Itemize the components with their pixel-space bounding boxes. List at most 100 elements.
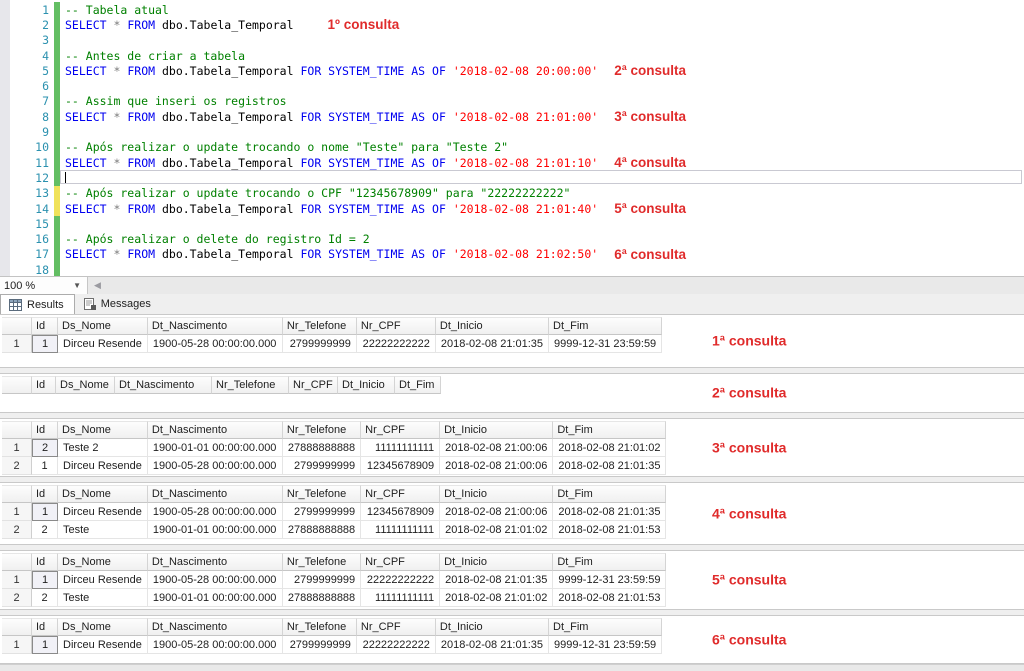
grid-cell[interactable]: 2018-02-08 21:01:02: [553, 439, 667, 457]
grid-cell[interactable]: 1: [32, 636, 58, 654]
column-header-nr_telefone[interactable]: Nr_Telefone: [282, 485, 362, 503]
grid-cell[interactable]: 2018-02-08 21:01:35: [435, 335, 550, 353]
row-header[interactable]: 1: [2, 335, 32, 353]
grid-cell[interactable]: 22222222222: [361, 571, 441, 589]
editor-line-15[interactable]: 15: [0, 216, 1024, 232]
grid-cell[interactable]: 27888888888: [282, 589, 362, 607]
grid-cell[interactable]: 2018-02-08 21:01:02: [440, 521, 554, 539]
column-header-dt_fim[interactable]: Dt_Fim: [395, 376, 441, 394]
column-header-ds_nome[interactable]: Ds_Nome: [58, 618, 148, 636]
grid-cell[interactable]: 2: [32, 439, 58, 457]
column-header-ds_nome[interactable]: Ds_Nome: [58, 485, 148, 503]
grid-cell[interactable]: 9999-12-31 23:59:59: [549, 335, 663, 353]
grid-cell[interactable]: 12345678909: [361, 457, 441, 475]
column-header-id[interactable]: Id: [32, 485, 58, 503]
column-header-nr_cpf[interactable]: Nr_CPF: [361, 553, 441, 571]
pane-separator[interactable]: [0, 545, 1024, 550]
grid-cell[interactable]: 2018-02-08 21:00:06: [440, 503, 554, 521]
editor-line-11[interactable]: 11 SELECT * FROM dbo.Tabela_Temporal FOR …: [0, 154, 1024, 171]
column-header-dt_fim[interactable]: Dt_Fim: [553, 421, 667, 439]
editor-line-5[interactable]: 5 SELECT * FROM dbo.Tabela_Temporal FOR S…: [0, 63, 1024, 79]
grid-cell[interactable]: Teste 2: [58, 439, 148, 457]
pane-separator[interactable]: [0, 368, 1024, 373]
column-header-id[interactable]: Id: [32, 421, 58, 439]
grid-cell[interactable]: 22222222222: [356, 636, 436, 654]
grid-corner-cell[interactable]: [2, 485, 32, 503]
column-header-ds_nome[interactable]: Ds_Nome: [58, 421, 148, 439]
grid-cell[interactable]: Dirceu Resende: [58, 457, 148, 475]
grid-cell[interactable]: 2018-02-08 21:01:35: [435, 636, 550, 654]
editor-line-17[interactable]: 17 SELECT * FROM dbo.Tabela_Temporal FOR …: [0, 246, 1024, 263]
scroll-left-arrow-icon[interactable]: ◀: [94, 280, 101, 290]
grid-cell[interactable]: 1900-01-01 00:00:00.000: [147, 439, 283, 457]
grid-cell[interactable]: 1900-05-28 00:00:00.000: [147, 503, 283, 521]
grid-cell[interactable]: Teste: [58, 589, 148, 607]
grid-cell[interactable]: 2018-02-08 21:01:35: [440, 571, 554, 589]
grid-cell[interactable]: 27888888888: [282, 439, 362, 457]
grid-cell[interactable]: 9999-12-31 23:59:59: [553, 571, 667, 589]
grid-cell[interactable]: 1900-05-28 00:00:00.000: [147, 571, 283, 589]
column-header-nr_cpf[interactable]: Nr_CPF: [361, 485, 441, 503]
result-grid-2[interactable]: Id Ds_Nome Dt_Nascimento Nr_Telefone Nr_CPF D…: [2, 376, 441, 394]
editor-line-12[interactable]: 12: [0, 170, 1024, 186]
editor-line-6[interactable]: 6: [0, 78, 1024, 94]
editor-line-18[interactable]: 18: [0, 262, 1024, 276]
grid-cell[interactable]: 9999-12-31 23:59:59: [549, 636, 663, 654]
column-header-nr_cpf[interactable]: Nr_CPF: [361, 421, 441, 439]
result-grid-5[interactable]: Id Ds_Nome Dt_Nascimento Nr_Telefone Nr_CPF D…: [2, 553, 667, 607]
grid-cell[interactable]: 12345678909: [361, 503, 441, 521]
row-header[interactable]: 1: [2, 571, 32, 589]
editor-line-2[interactable]: 2 SELECT * FROM dbo.Tabela_Temporal 1º con…: [0, 17, 1024, 33]
column-header-dt_inicio[interactable]: Dt_Inicio: [435, 317, 550, 335]
editor-line-10[interactable]: 10 -- Após realizar o update trocando o n…: [0, 139, 1024, 155]
grid-cell[interactable]: 2018-02-08 21:00:06: [440, 439, 554, 457]
column-header-dt_nascimento[interactable]: Dt_Nascimento: [147, 421, 283, 439]
row-header[interactable]: 2: [2, 521, 32, 539]
grid-cell[interactable]: 1900-01-01 00:00:00.000: [147, 589, 283, 607]
grid-cell[interactable]: 2018-02-08 21:01:35: [553, 457, 667, 475]
column-header-nr_cpf[interactable]: Nr_CPF: [356, 317, 436, 335]
grid-cell[interactable]: 2799999999: [282, 503, 362, 521]
tab-results[interactable]: Results: [0, 294, 75, 314]
editor-line-4[interactable]: 4 -- Antes de criar a tabela: [0, 47, 1024, 64]
column-header-id[interactable]: Id: [32, 376, 56, 394]
grid-cell[interactable]: 27888888888: [282, 521, 362, 539]
editor-line-3[interactable]: 3: [0, 32, 1024, 48]
column-header-nr_cpf[interactable]: Nr_CPF: [289, 376, 338, 394]
result-grid-3[interactable]: Id Ds_Nome Dt_Nascimento Nr_Telefone Nr_CPF D…: [2, 421, 667, 475]
editor-line-7[interactable]: 7 -- Assim que inseri os registros: [0, 93, 1024, 110]
grid-cell[interactable]: Dirceu Resende: [58, 636, 148, 654]
column-header-nr_telefone[interactable]: Nr_Telefone: [282, 421, 362, 439]
grid-cell[interactable]: 2: [32, 589, 58, 607]
grid-cell[interactable]: 1: [32, 457, 58, 475]
grid-cell[interactable]: 2799999999: [282, 335, 357, 353]
row-header[interactable]: 1: [2, 636, 32, 654]
column-header-dt_inicio[interactable]: Dt_Inicio: [440, 421, 554, 439]
editor-zoom-dropdown[interactable]: 100 % ▼: [0, 277, 88, 294]
editor-horizontal-scrollbar[interactable]: ◀: [88, 277, 1024, 294]
column-header-dt_inicio[interactable]: Dt_Inicio: [435, 618, 550, 636]
grid-corner-cell[interactable]: [2, 553, 32, 571]
row-header[interactable]: 1: [2, 439, 32, 457]
grid-cell[interactable]: 2018-02-08 21:01:35: [553, 503, 667, 521]
column-header-dt_nascimento[interactable]: Dt_Nascimento: [147, 317, 283, 335]
row-header[interactable]: 1: [2, 503, 32, 521]
pane-separator[interactable]: [0, 477, 1024, 482]
grid-corner-cell[interactable]: [2, 618, 32, 636]
grid-cell[interactable]: 1: [32, 503, 58, 521]
column-header-nr_telefone[interactable]: Nr_Telefone: [212, 376, 289, 394]
grid-cell[interactable]: Dirceu Resende: [58, 503, 148, 521]
column-header-dt_nascimento[interactable]: Dt_Nascimento: [147, 618, 283, 636]
grid-cell[interactable]: 1900-05-28 00:00:00.000: [147, 335, 283, 353]
grid-corner-cell[interactable]: [2, 421, 32, 439]
grid-cell[interactable]: 1: [32, 335, 58, 353]
grid-cell[interactable]: 1900-01-01 00:00:00.000: [147, 521, 283, 539]
grid-cell[interactable]: 11111111111: [361, 439, 441, 457]
row-header[interactable]: 2: [2, 457, 32, 475]
grid-cell[interactable]: Dirceu Resende: [58, 571, 148, 589]
column-header-id[interactable]: Id: [32, 317, 58, 335]
grid-corner-cell[interactable]: [2, 376, 32, 394]
grid-cell[interactable]: 2018-02-08 21:01:02: [440, 589, 554, 607]
result-grid-4[interactable]: Id Ds_Nome Dt_Nascimento Nr_Telefone Nr_CPF D…: [2, 485, 667, 539]
column-header-dt_nascimento[interactable]: Dt_Nascimento: [147, 485, 283, 503]
